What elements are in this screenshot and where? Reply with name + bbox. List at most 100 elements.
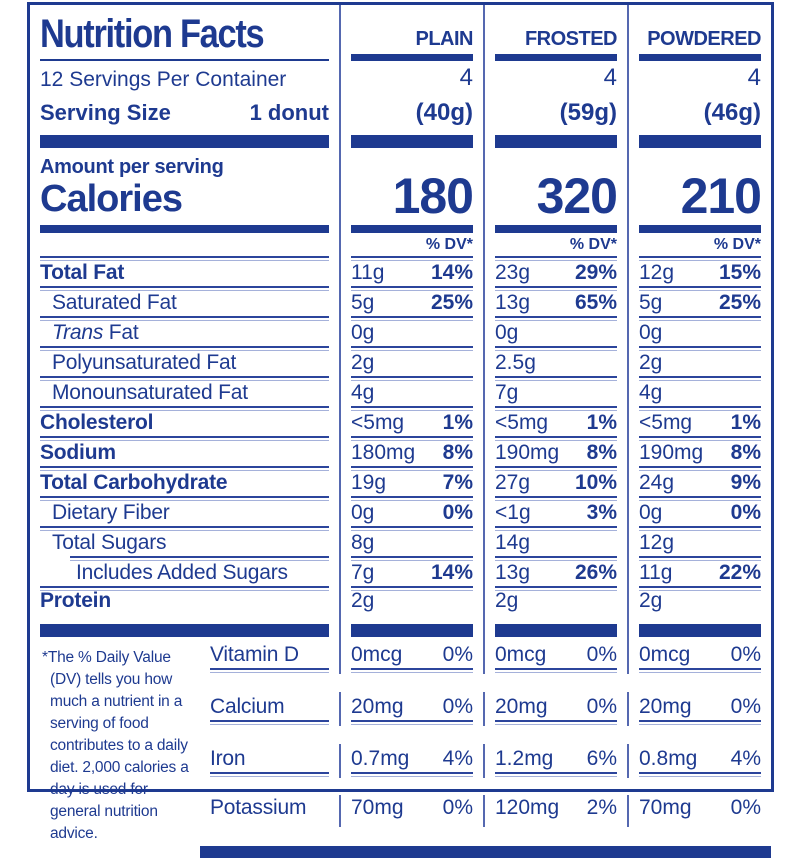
nutrient-value: 2g	[339, 589, 483, 620]
nutrient-value: <5mg 1%	[483, 411, 627, 442]
percent-dv: 25%	[430, 291, 473, 314]
dv-header-plain: % DV*	[339, 235, 483, 262]
amount: 2g	[351, 589, 375, 612]
variant-name-plain: PLAIN	[415, 28, 474, 50]
vitamin-value: 0mcg 0%	[339, 640, 483, 674]
percent-dv: 3%	[586, 501, 617, 524]
dv-header-frosted: % DV*	[483, 235, 627, 262]
nutrient-label-trans-fat: Trans Fat	[30, 321, 339, 352]
calories-bar	[483, 222, 627, 235]
nutrient-value: 11g 22%	[627, 561, 771, 592]
nutrient-value: 23g 29%	[483, 261, 627, 292]
amount: 23g	[495, 261, 531, 284]
nutrient-label-saturated-fat: Saturated Fat	[30, 291, 339, 322]
amount: 27g	[495, 471, 531, 494]
nutrient-value: 8g	[339, 531, 483, 562]
dv-header-label: % DV*	[425, 236, 473, 253]
percent-dv: 25%	[718, 291, 761, 314]
nutrient-name: Total Sugars	[52, 531, 167, 554]
amount: 19g	[351, 471, 387, 494]
percent-dv: 0%	[730, 643, 761, 666]
calories-frosted: 320	[483, 152, 627, 222]
header-bar	[639, 54, 761, 61]
row-separator	[40, 496, 329, 501]
amount-per-serving-label: Amount per serving	[40, 156, 224, 178]
percent-dv: 0%	[442, 501, 473, 524]
nutrient-name: Dietary Fiber	[52, 501, 170, 524]
row-separator	[70, 556, 329, 561]
row-separator	[495, 316, 617, 321]
dv-header-label: % DV*	[569, 236, 617, 253]
percent-dv: 29%	[574, 261, 617, 284]
percent-dv: 8%	[586, 441, 617, 464]
percent-dv: 1%	[730, 411, 761, 434]
column-header-powdered: POWDERED	[627, 5, 771, 61]
row-separator	[40, 286, 329, 291]
row-separator	[639, 316, 761, 321]
row-separator	[495, 376, 617, 381]
row-separator	[210, 771, 329, 777]
nutrient-label-total-carbohydrate: Total Carbohydrate	[30, 471, 339, 502]
row-separator	[639, 346, 761, 351]
row-separator	[639, 286, 761, 291]
amount: 13g	[495, 561, 531, 584]
row-separator	[210, 668, 329, 673]
amount: 8g	[351, 531, 375, 554]
row-separator	[495, 719, 617, 725]
header-bar	[351, 54, 473, 61]
vitamin-label-iron: Iron	[200, 744, 339, 778]
row-separator	[639, 771, 761, 777]
row-separator	[40, 586, 329, 591]
vitamin-value: 20mg 0%	[483, 691, 627, 726]
amount: 24g	[639, 471, 675, 494]
row-separator	[639, 586, 761, 591]
row-separator	[495, 286, 617, 291]
nutrient-value: 14g	[483, 531, 627, 562]
nutrient-name: Cholesterol	[40, 411, 154, 434]
nutrient-value: 0g	[627, 321, 771, 352]
amount: 0g	[639, 321, 663, 344]
nutrient-value: <1g 3%	[483, 501, 627, 532]
amount: 11g	[351, 261, 385, 284]
vitamin-value: 20mg 0%	[627, 691, 771, 726]
percent-dv: 0%	[730, 501, 761, 524]
nutrient-value: 7g	[483, 381, 627, 412]
row-separator	[351, 771, 473, 777]
percent-dv: 4%	[442, 746, 473, 770]
nutrient-value: 12g	[627, 531, 771, 562]
amount: 5g	[639, 291, 663, 314]
nutrient-value: <5mg 1%	[627, 411, 771, 442]
vitamin-value: 70mg 0%	[339, 795, 483, 828]
serving-size-label: Serving Size	[40, 100, 171, 125]
row-separator	[495, 496, 617, 501]
row-separator	[351, 526, 473, 531]
row-separator	[40, 526, 329, 531]
nutrient-value: 0g	[339, 321, 483, 352]
nutrient-value: 2g	[339, 351, 483, 382]
nutrient-value: 190mg 8%	[483, 441, 627, 472]
dv-header-label: % DV*	[713, 236, 761, 253]
percent-dv: 0%	[586, 643, 617, 666]
nutrient-value: <5mg 1%	[339, 411, 483, 442]
dv-header-spacer	[30, 235, 339, 262]
nutrient-name: Monounsaturated Fat	[52, 381, 248, 404]
nutrient-label-sodium: Sodium	[30, 441, 339, 472]
nutrient-value: 0g	[483, 321, 627, 352]
column-header-plain: PLAIN	[339, 5, 483, 61]
vitamin-value: 20mg 0%	[339, 691, 483, 726]
row-separator	[495, 436, 617, 441]
nutrient-label-dietary-fiber: Dietary Fiber	[30, 501, 339, 532]
percent-dv: 1%	[442, 411, 473, 434]
row-separator	[351, 466, 473, 471]
row-separator	[639, 496, 761, 501]
row-separator	[639, 668, 761, 673]
vitamin-value: 0mcg 0%	[483, 640, 627, 674]
amount: <5mg	[351, 411, 405, 434]
amount: 2.5g	[495, 351, 536, 374]
amount: 5g	[351, 291, 375, 314]
section-bar	[30, 131, 339, 152]
row-separator	[351, 436, 473, 441]
nutrient-label-polyunsaturated-fat: Polyunsaturated Fat	[30, 351, 339, 382]
vitamin-name: Vitamin D	[210, 643, 299, 666]
row-separator	[351, 256, 473, 261]
